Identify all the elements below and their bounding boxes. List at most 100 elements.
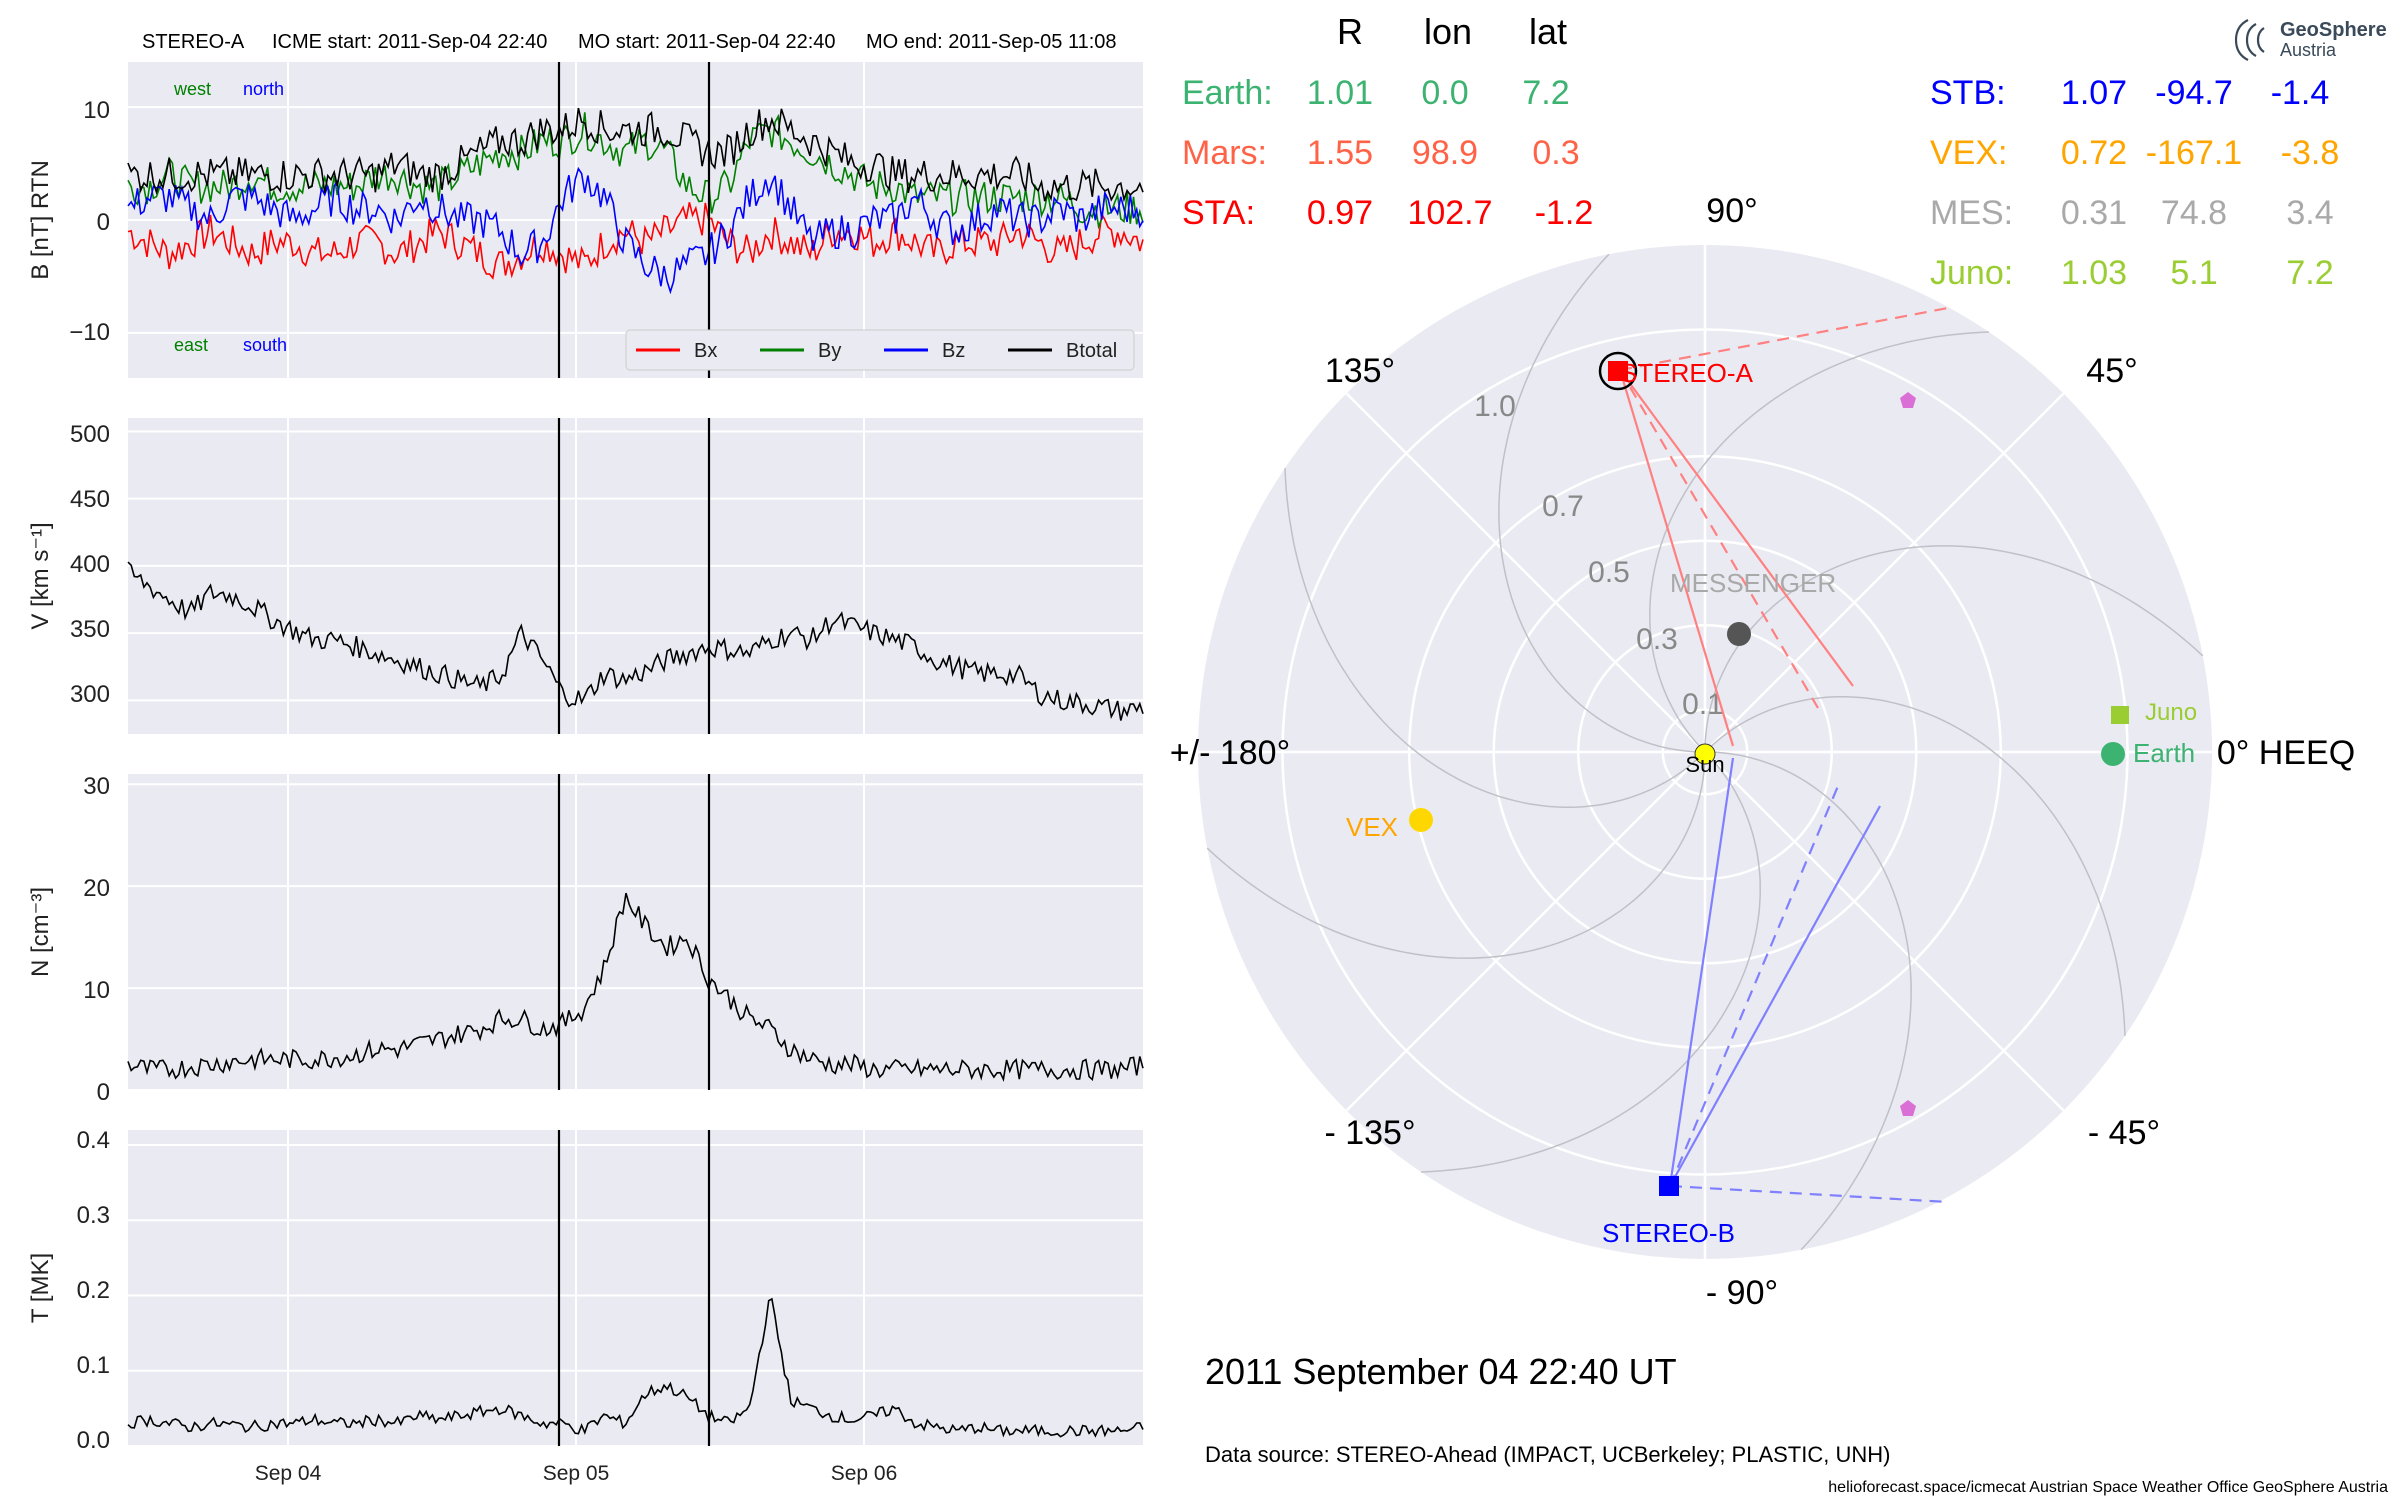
row-vex-r: 0.72 <box>2061 134 2127 172</box>
row-earth-label: Earth: <box>1182 74 1273 112</box>
row-mars-lat: 0.3 <box>1532 134 1579 172</box>
t-ytick-04: 0.4 <box>77 1127 110 1154</box>
row-stb-r: 1.07 <box>2061 74 2127 112</box>
parker-spiral-lines <box>1206 253 2204 1251</box>
v-ytick-300: 300 <box>70 681 110 708</box>
table-column-headers: R lon lat <box>1337 11 1567 52</box>
vex-label: VEX <box>1346 812 1398 842</box>
data-source-text: Data source: STEREO-Ahead (IMPACT, UCBer… <box>1205 1442 1890 1467</box>
vex-marker <box>1409 808 1433 832</box>
header-mo-end: MO end: 2011-Sep-05 11:08 <box>866 31 1117 53</box>
angle-label-0: 0° HEEQ <box>2217 734 2355 772</box>
radial-label-0-3: 0.3 <box>1636 623 1678 656</box>
table-right-rows: STB: 1.07 -94.7 -1.4 VEX: 0.72 -167.1 -3… <box>1930 74 2339 292</box>
sun-marker <box>1694 743 1716 765</box>
row-vex-label: VEX: <box>1930 134 2007 172</box>
row-mars-label: Mars: <box>1182 134 1267 172</box>
row-juno-lon: 5.1 <box>2170 254 2217 292</box>
parker-spiral <box>1498 253 1706 753</box>
panel-t-background <box>128 1130 1143 1446</box>
sta-tangent-line <box>1619 306 1949 372</box>
logo-text-line2: Austria <box>2280 40 2337 60</box>
row-juno-lat: 7.2 <box>2286 254 2333 292</box>
n-ylabel: N [cm⁻³] <box>27 887 54 977</box>
row-earth-r: 1.01 <box>1307 74 1373 112</box>
stb-sun-line <box>1668 757 1735 1187</box>
n-ytick-30: 30 <box>83 773 110 800</box>
row-juno-r: 1.03 <box>2061 254 2127 292</box>
series-line-t <box>127 1297 1144 1438</box>
x-tick-sep05: Sep 05 <box>543 1462 610 1485</box>
series-line-bz <box>127 166 1144 295</box>
sta-marker <box>1608 361 1628 381</box>
stb-tangent-line <box>1669 1184 1949 1204</box>
radial-label-0-7: 0.7 <box>1542 490 1584 523</box>
juno-label: Juno <box>2145 699 2197 726</box>
sta-marker-ring <box>1598 351 1638 391</box>
x-tick-sep06: Sep 06 <box>831 1462 898 1485</box>
polar-spoke <box>1345 751 1706 1112</box>
fov-lines <box>1618 306 1949 1204</box>
row-earth-lon: 0.0 <box>1421 74 1468 112</box>
earth-marker <box>2101 742 2125 766</box>
header-mo-start: MO start: 2011-Sep-04 22:40 <box>578 31 836 53</box>
row-mes-label: MES: <box>1930 194 2013 232</box>
n-ytick-0: 0 <box>97 1079 110 1106</box>
messenger-label: MESSENGER <box>1670 568 1836 598</box>
col-header-lon: lon <box>1424 11 1472 52</box>
row-sta-r: 0.97 <box>1307 194 1373 232</box>
radial-label-1-0: 1.0 <box>1474 390 1516 423</box>
series-line-by <box>127 112 1144 230</box>
y-axis-labels: B [nT] RTN V [km s⁻¹] N [cm⁻³] T [MK] <box>27 160 54 1323</box>
radial-label-0-5: 0.5 <box>1588 556 1630 589</box>
series-line-btotal <box>127 107 1144 203</box>
parker-spiral <box>1420 751 1761 1173</box>
polar-objects: STEREO-A STEREO-B MESSENGER Earth Juno V… <box>1346 351 2197 1248</box>
row-sta-label: STA: <box>1182 194 1255 232</box>
stb-fov-center-line <box>1668 785 1840 1187</box>
t-ytick-01: 0.1 <box>77 1352 110 1379</box>
geosphere-logo: GeoSphere Austria <box>2234 19 2387 61</box>
y-tick-labels: 10 0 −10 500 450 400 350 300 30 20 10 0 … <box>69 97 110 1454</box>
angle-label-m45: - 45° <box>2088 1114 2160 1152</box>
messenger-marker <box>1727 622 1751 646</box>
series-line-v <box>127 561 1144 721</box>
panel-n-background <box>128 774 1143 1090</box>
series-line-bx <box>127 202 1144 280</box>
row-stb-lat: -1.4 <box>2271 74 2330 112</box>
mars-marker-upper <box>1900 392 1916 408</box>
parker-spiral <box>1704 751 1912 1251</box>
earth-label: Earth <box>2133 738 2195 768</box>
label-west: west <box>173 79 211 99</box>
parker-spiral <box>1206 751 1706 959</box>
v-ytick-400: 400 <box>70 551 110 578</box>
angle-label-135: 135° <box>1325 352 1395 390</box>
t-ytick-02: 0.2 <box>77 1277 110 1304</box>
b-legend: Bx By Bz Btotal <box>625 329 1135 371</box>
polar-spoke <box>1704 392 2065 753</box>
panel-v-background <box>128 418 1143 734</box>
panel-data-lines <box>127 107 1144 1438</box>
angle-label-m135: - 135° <box>1324 1114 1415 1152</box>
v-ytick-500: 500 <box>70 421 110 448</box>
polar-angle-labels: 90° 45° 0° HEEQ - 45° - 90° - 135° +/- 1… <box>1170 192 2355 1312</box>
row-mars-lon: 98.9 <box>1412 134 1478 172</box>
row-mes-lat: 3.4 <box>2286 194 2333 232</box>
v-ylabel: V [km s⁻¹] <box>27 522 54 629</box>
table-left-rows: Earth: 1.01 0.0 7.2 Mars: 1.55 98.9 0.3 … <box>1182 74 1593 232</box>
row-stb-label: STB: <box>1930 74 2006 112</box>
footer-credits: helioforecast.space/icmecat Austrian Spa… <box>1828 1479 2388 1496</box>
parker-spiral <box>1704 696 2126 1037</box>
legend-label-bz: Bz <box>942 340 965 362</box>
t-ytick-00: 0.0 <box>77 1427 110 1454</box>
polar-radial-labels: 1.0 0.7 0.5 0.3 0.1 <box>1474 390 1724 721</box>
stb-fov-edge-line <box>1669 805 1881 1187</box>
sta-label: STEREO-A <box>1620 358 1754 388</box>
sta-fov-center-line <box>1619 369 1819 709</box>
t-ylabel: T [MK] <box>27 1253 54 1323</box>
row-stb-lon: -94.7 <box>2155 74 2233 112</box>
legend-label-bx: Bx <box>694 340 717 362</box>
n-ytick-20: 20 <box>83 875 110 902</box>
parker-spiral <box>1704 545 2204 753</box>
